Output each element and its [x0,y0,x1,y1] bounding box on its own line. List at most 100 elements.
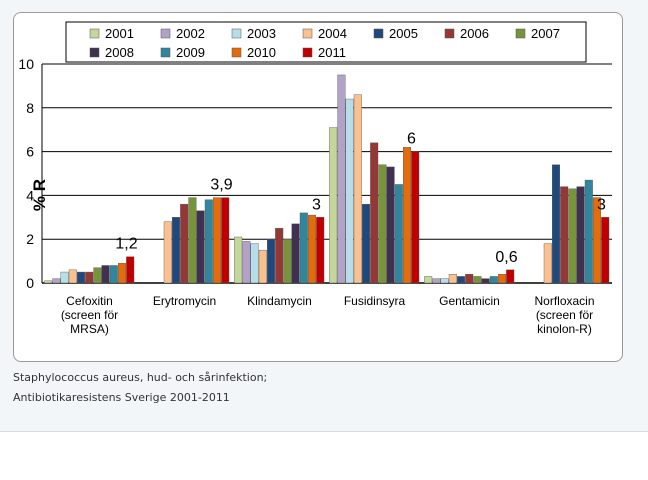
x-tick-label: Gentamicin [439,294,500,308]
bar-2004 [543,243,552,284]
legend-swatch-2009 [160,47,171,58]
bar-2011 [126,256,135,284]
bar-2011 [221,197,230,284]
bar-2001 [329,127,338,284]
bar-2005 [552,164,561,284]
legend-swatch-2011 [302,47,313,58]
bar-2006 [180,203,189,284]
y-tick-label: 8 [26,100,34,116]
y-tick-label: 4 [26,187,34,203]
legend-swatch-2004 [302,28,313,39]
bar-2006 [275,228,284,284]
bar-2006 [85,271,94,284]
bar-2011 [506,269,515,284]
bar-2003 [345,98,354,284]
bar-2001 [44,280,53,284]
bar-2008 [386,166,395,284]
legend-label: 2001 [105,26,134,41]
legend-label: 2008 [105,45,134,60]
bar-2010 [117,263,126,284]
bar-2004 [68,269,77,284]
data-label: 1,2 [115,236,137,253]
bar-2007 [378,164,387,284]
bar-2010 [403,147,412,284]
y-tick-label: 6 [26,144,34,160]
legend-label: 2011 [318,45,346,60]
bar-2009 [489,276,498,284]
x-tick-label: Klindamycin [247,294,312,308]
bar-2011 [316,217,325,284]
legend-label: 2010 [247,45,276,60]
legend-swatch-2005 [373,28,384,39]
bar-2005 [171,217,180,284]
bar-2002 [337,74,346,284]
bar-2003 [250,243,259,284]
bar-2008 [101,265,110,284]
bar-2009 [299,212,308,284]
bar-2011 [601,217,610,284]
bar-2005 [362,203,371,284]
bar-2010 [498,274,507,284]
bar-2002 [432,278,441,284]
legend-label: 2002 [176,26,205,41]
bar-2011 [411,151,420,284]
legend-swatch-2003 [231,28,242,39]
bar-2004 [353,94,362,284]
y-tick-label: 0 [26,275,34,291]
bar-2008 [196,210,205,284]
x-tick-label: Norfloxacin [534,294,594,308]
data-label: 3 [597,196,606,213]
bar-2008 [576,186,585,284]
bar-2005 [457,276,466,284]
bar-2002 [242,241,251,284]
bar-2005 [267,238,276,284]
legend-swatch-2002 [160,28,171,39]
caption-line-2: Antibiotikaresistens Sverige 2001-2011 [13,391,230,404]
bar-2001 [234,236,243,284]
legend-swatch-2001 [89,28,100,39]
legend-label: 2006 [460,26,489,41]
content-panel: 0 2 4 6 8 10% R Cefoxitin (screen för MRSA) 1,2 Er… [0,0,648,432]
legend-label: 2009 [176,45,205,60]
bar-2005 [76,271,85,284]
bar-2007 [283,238,292,284]
legend-swatch-2007 [515,28,526,39]
bar-2009 [584,179,593,284]
bar-2010 [212,197,221,284]
bar-2007 [473,276,482,284]
bar-2007 [188,197,197,284]
y-tick-label: 2 [26,231,34,247]
data-label: 0,6 [495,249,517,266]
bar-2008 [291,223,300,284]
data-label: 3,9 [210,177,232,194]
chart-frame [13,12,623,362]
legend-label: 2003 [247,26,276,41]
legend-label: 2004 [318,26,347,41]
bar-2007 [568,188,577,284]
bar-2009 [204,199,213,284]
y-tick-label: 10 [18,56,34,72]
bar-2009 [109,265,118,284]
x-tick-label: Erytromycin [153,294,216,308]
bar-2006 [560,186,569,284]
legend-swatch-2006 [444,28,455,39]
bar-2004 [258,249,267,284]
x-tick-label: Cefoxitin [66,294,113,308]
data-label: 6 [407,131,416,148]
legend-box [65,21,587,63]
bar-2008 [481,278,490,284]
bar-2004 [163,221,172,284]
bar-2010 [308,214,317,284]
legend-label: 2005 [389,26,418,41]
y-axis-label: % R [30,179,49,211]
bar-2010 [593,197,602,284]
bar-2002 [52,278,61,284]
bar-2001 [424,276,433,284]
bar-2006 [465,274,474,284]
bar-2007 [93,267,102,284]
x-tick-label: Fusidinsyra [344,294,406,308]
legend-swatch-2008 [89,47,100,58]
bar-2003 [60,271,69,284]
bar-2006 [370,142,379,284]
x-tick-label: (screen för [536,308,593,322]
